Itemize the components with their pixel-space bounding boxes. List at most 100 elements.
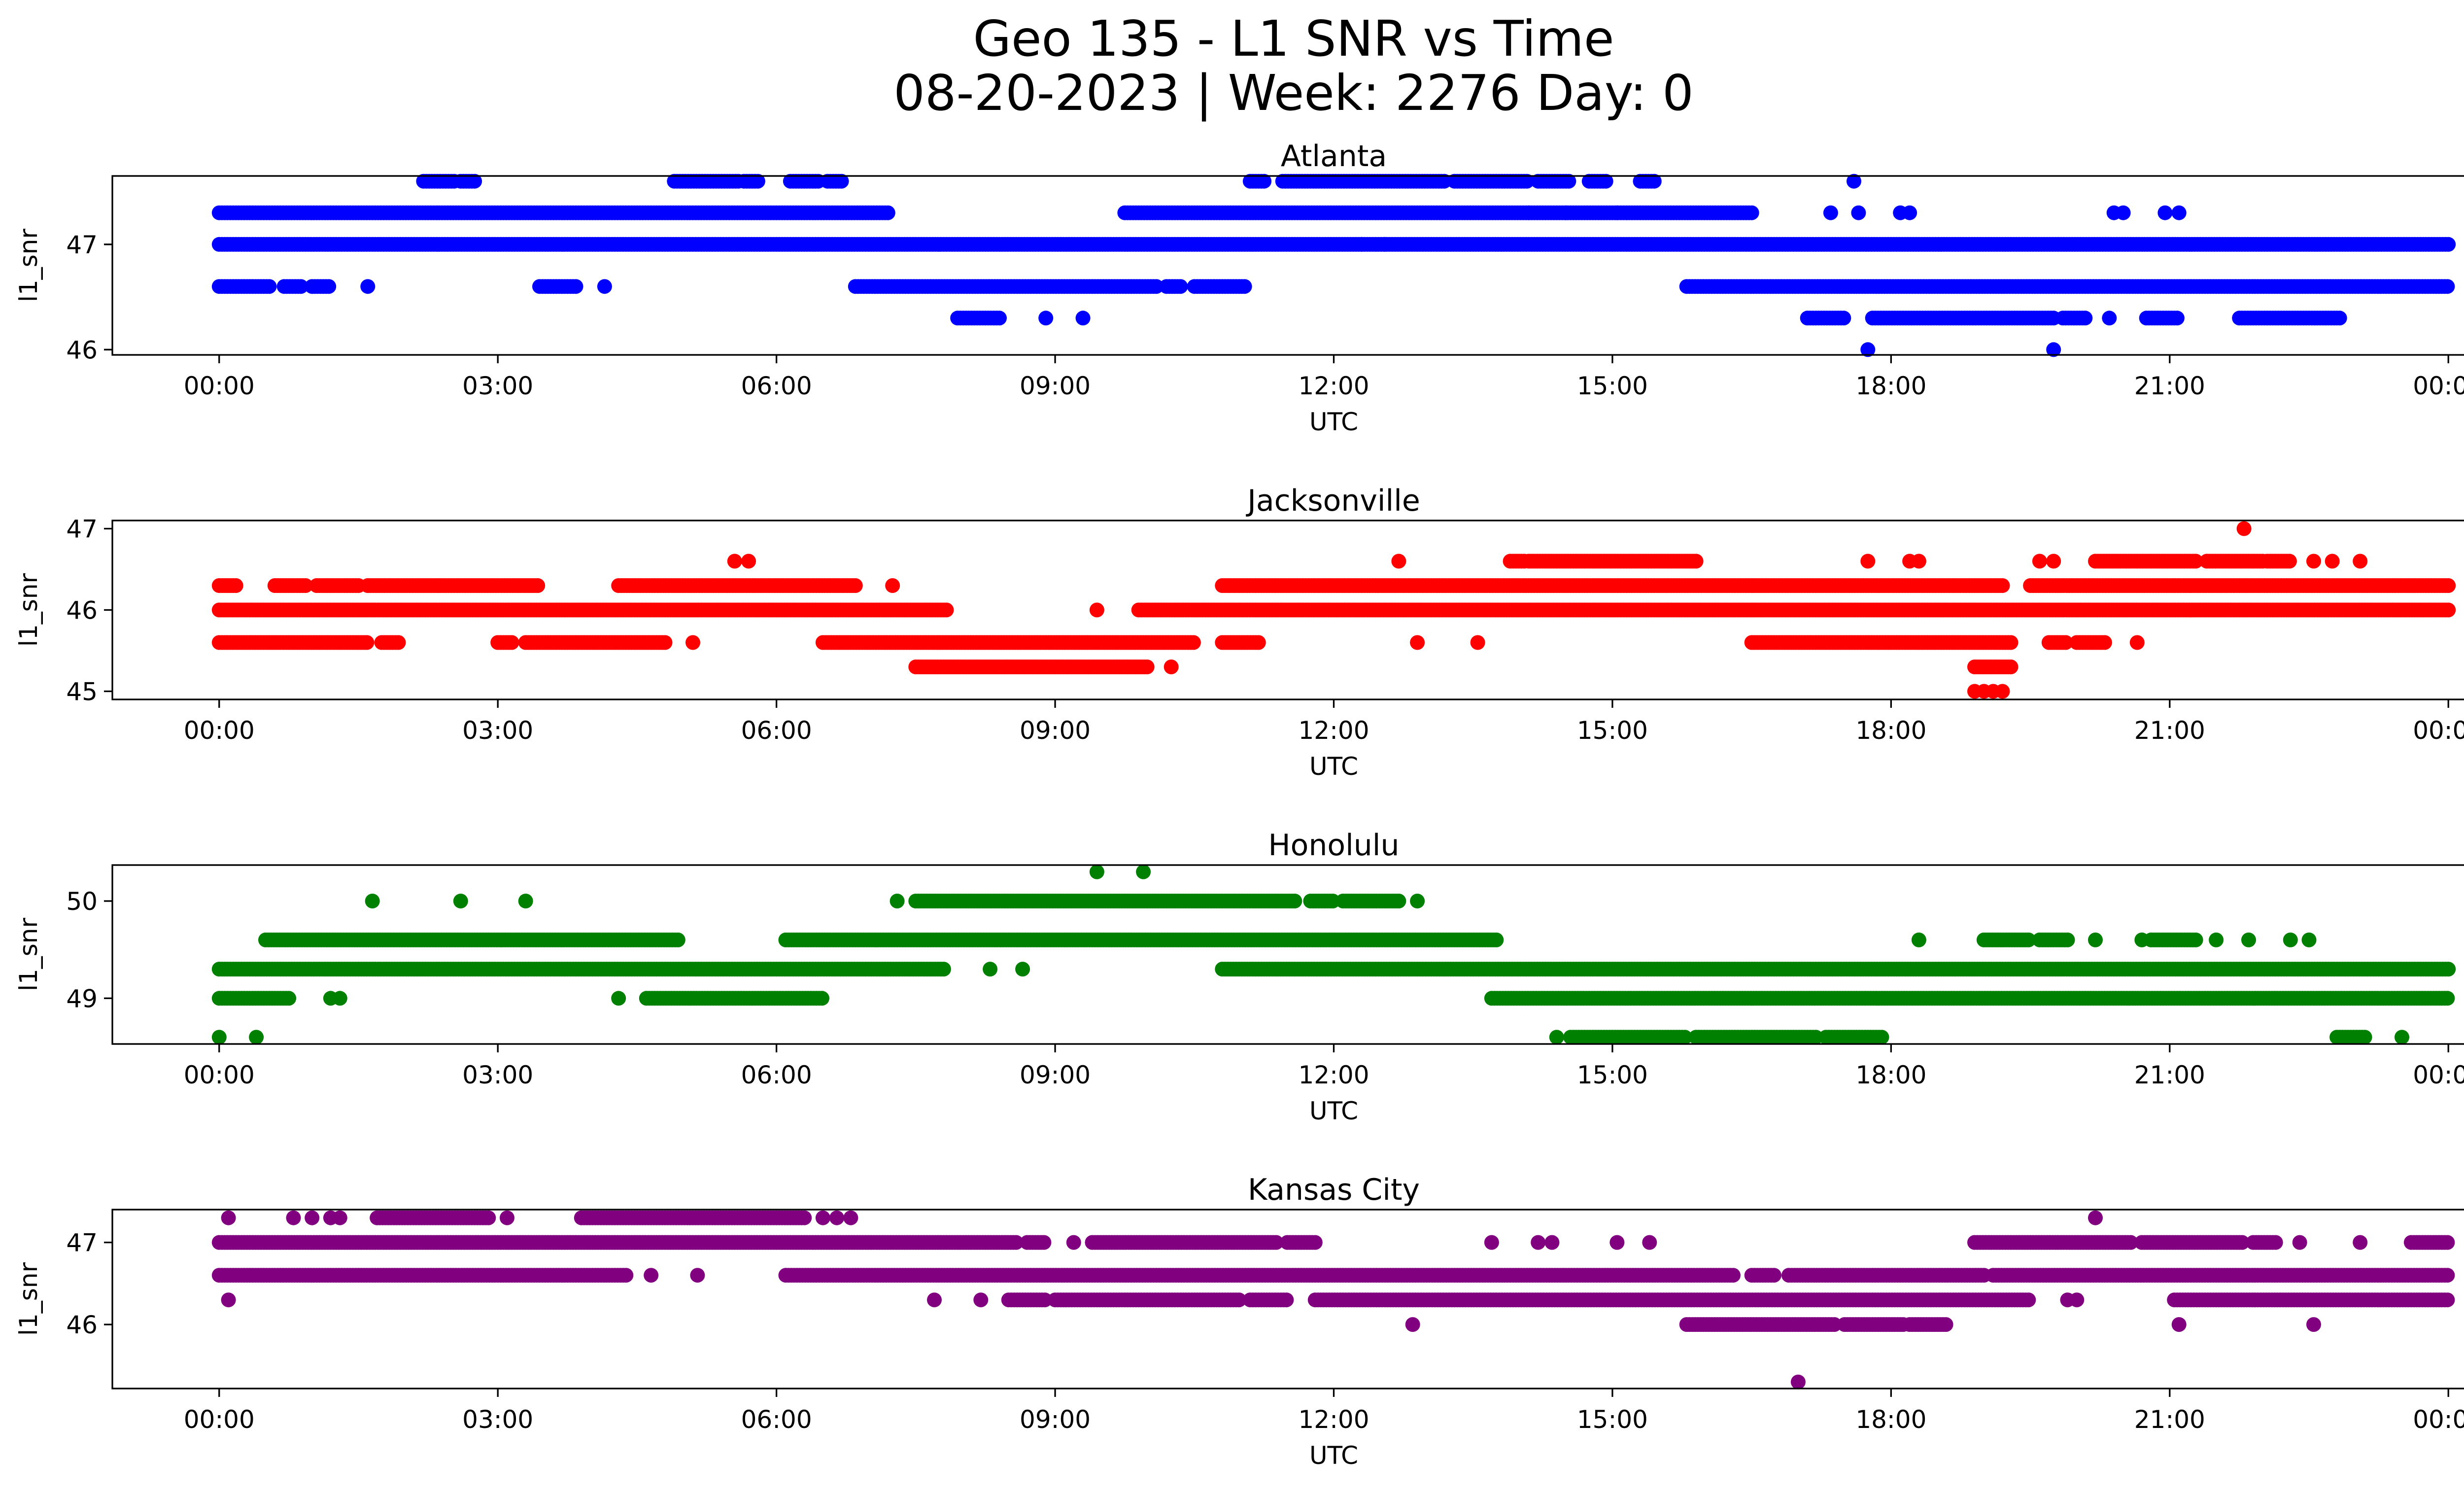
data-point bbox=[1995, 684, 2010, 699]
subplot-title: Jacksonville bbox=[1245, 484, 1420, 518]
data-point bbox=[262, 279, 277, 294]
x-tick-label: 00:00 bbox=[2413, 372, 2464, 400]
y-axis-label: l1_snr bbox=[14, 573, 43, 647]
data-point bbox=[2282, 554, 2297, 569]
data-point bbox=[228, 578, 243, 593]
data-point bbox=[2306, 554, 2321, 569]
data-point bbox=[936, 962, 951, 977]
y-tick-label: 46 bbox=[66, 336, 98, 364]
data-point bbox=[2441, 602, 2456, 618]
data-point bbox=[657, 635, 673, 650]
data-point bbox=[1860, 342, 1876, 357]
subplot-2: 00:00 03:00 06:00 09:00 12:00 15:00 18:00 21:00… bbox=[14, 828, 2464, 1125]
data-point bbox=[815, 991, 829, 1006]
series-points bbox=[211, 521, 2456, 699]
data-point bbox=[1251, 635, 1266, 650]
data-point bbox=[685, 635, 700, 650]
x-tick-label: 00:00 bbox=[184, 716, 255, 745]
subplot-title: Atlanta bbox=[1281, 139, 1387, 174]
data-point bbox=[1847, 174, 1861, 189]
figure-title-line1: Geo 135 - L1 SNR vs Time bbox=[973, 10, 1614, 68]
x-tick-label: 00:00 bbox=[2413, 716, 2464, 745]
data-point bbox=[2102, 311, 2117, 326]
x-tick-label: 03:00 bbox=[462, 716, 533, 745]
data-point bbox=[360, 279, 376, 294]
data-point bbox=[1391, 554, 1406, 569]
data-point bbox=[597, 279, 612, 294]
data-point bbox=[1558, 205, 1574, 220]
data-point bbox=[2440, 279, 2455, 294]
y-tick-label: 47 bbox=[66, 231, 98, 259]
axes-frame bbox=[111, 175, 2464, 356]
data-point bbox=[2171, 205, 2187, 220]
data-point bbox=[2078, 311, 2093, 326]
data-point bbox=[834, 174, 849, 189]
x-tick-label: 15:00 bbox=[1577, 716, 1648, 745]
data-point bbox=[1609, 205, 1625, 220]
data-point bbox=[2169, 311, 2185, 326]
data-point bbox=[1186, 635, 1201, 650]
x-tick-label: 15:00 bbox=[1577, 372, 1648, 400]
x-axis-label: UTC bbox=[1309, 752, 1358, 781]
subplot-0: 00:00 03:00 06:00 09:00 12:00 15:00 18:00 21:00… bbox=[14, 139, 2464, 436]
x-tick-label: 00:00 bbox=[184, 372, 255, 400]
data-point bbox=[1911, 554, 1926, 569]
data-point bbox=[1038, 311, 1054, 326]
data-point bbox=[1075, 311, 1091, 326]
subplots: 00:00 03:00 06:00 09:00 12:00 15:00 18:00 21:00… bbox=[14, 139, 2464, 1470]
x-tick-label: 03:00 bbox=[462, 372, 533, 400]
data-point bbox=[2236, 521, 2252, 536]
data-point bbox=[391, 635, 406, 650]
data-point bbox=[530, 578, 546, 593]
data-point bbox=[467, 174, 482, 189]
data-point bbox=[1437, 174, 1452, 189]
data-point bbox=[1851, 205, 1866, 220]
data-point bbox=[2332, 311, 2347, 326]
data-point bbox=[880, 205, 895, 220]
y-axis-label: l1_snr bbox=[14, 229, 43, 302]
data-point bbox=[1519, 174, 1535, 189]
data-point bbox=[1995, 578, 2010, 593]
x-tick-label: 09:00 bbox=[1020, 372, 1091, 400]
x-tick-label: 06:00 bbox=[741, 372, 812, 400]
data-point bbox=[1164, 660, 1179, 674]
data-point bbox=[1521, 205, 1537, 220]
data-point bbox=[2046, 342, 2061, 357]
data-point bbox=[750, 174, 765, 189]
data-point bbox=[1149, 279, 1164, 294]
data-point bbox=[992, 311, 1007, 326]
data-point bbox=[2032, 554, 2047, 569]
data-point bbox=[2097, 635, 2112, 650]
data-point bbox=[848, 578, 863, 593]
data-point bbox=[281, 991, 297, 1006]
data-point bbox=[1377, 237, 1393, 252]
data-point bbox=[2325, 554, 2340, 569]
data-point bbox=[1836, 311, 1851, 326]
data-point bbox=[2046, 554, 2061, 569]
data-point bbox=[2353, 554, 2368, 569]
data-point bbox=[885, 578, 900, 593]
data-point bbox=[1561, 174, 1576, 189]
data-point bbox=[1089, 602, 1104, 618]
x-tick-label: 21:00 bbox=[2134, 372, 2205, 400]
data-point bbox=[1744, 205, 1759, 220]
data-point bbox=[1257, 174, 1272, 189]
data-point bbox=[2157, 205, 2173, 220]
figure-title-line2: 08-20-2023 | Week: 2276 Day: 0 bbox=[893, 64, 1693, 122]
data-point bbox=[568, 279, 583, 294]
data-point bbox=[1410, 635, 1425, 650]
data-point bbox=[359, 635, 375, 650]
data-point bbox=[1902, 205, 1917, 220]
data-point bbox=[1470, 635, 1485, 650]
data-point bbox=[1173, 279, 1188, 294]
data-point bbox=[1598, 174, 1613, 189]
data-point bbox=[2441, 962, 2456, 977]
data-point bbox=[727, 554, 742, 569]
y-tick-label: 47 bbox=[66, 515, 98, 544]
data-point bbox=[1354, 237, 1369, 252]
x-tick-label: 21:00 bbox=[2134, 716, 2205, 745]
x-axis-label: UTC bbox=[1309, 408, 1358, 436]
subplot-1: 00:00 03:00 06:00 09:00 12:00 15:00 18:00 21:00… bbox=[14, 484, 2464, 781]
y-tick-label: 45 bbox=[66, 678, 98, 706]
